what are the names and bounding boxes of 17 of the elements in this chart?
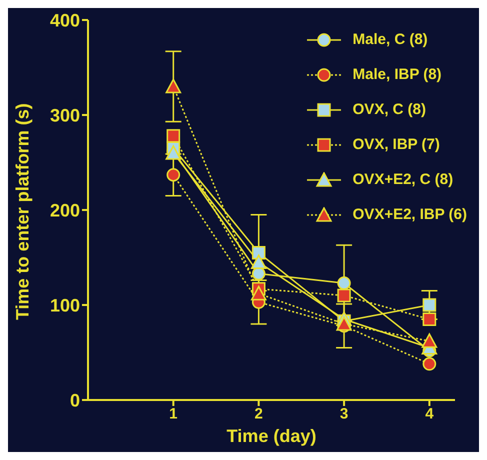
legend-label: OVX, IBP (7) (352, 136, 440, 153)
x-axis-title: Time (day) (226, 426, 316, 446)
x-tick-label: 1 (169, 406, 178, 423)
legend-label: OVX+E2, C (8) (352, 171, 454, 188)
y-tick-label: 300 (50, 105, 80, 126)
x-tick-label: 3 (340, 406, 348, 423)
legend-label: Male, C (8) (352, 31, 428, 48)
legend-label: OVX+E2, IBP (6) (352, 206, 467, 223)
y-tick-label: 0 (70, 390, 80, 410)
x-tick-label: 2 (254, 406, 263, 423)
legend-label: OVX, C (8) (352, 101, 426, 118)
y-tick-label: 400 (50, 10, 80, 30)
y-axis-title: Time to enter platform (s) (12, 103, 32, 320)
x-tick-label: 4 (425, 406, 434, 423)
y-tick-label: 200 (50, 200, 80, 220)
y-tick-label: 100 (50, 295, 80, 316)
legend-label: Male, IBP (8) (352, 66, 442, 83)
